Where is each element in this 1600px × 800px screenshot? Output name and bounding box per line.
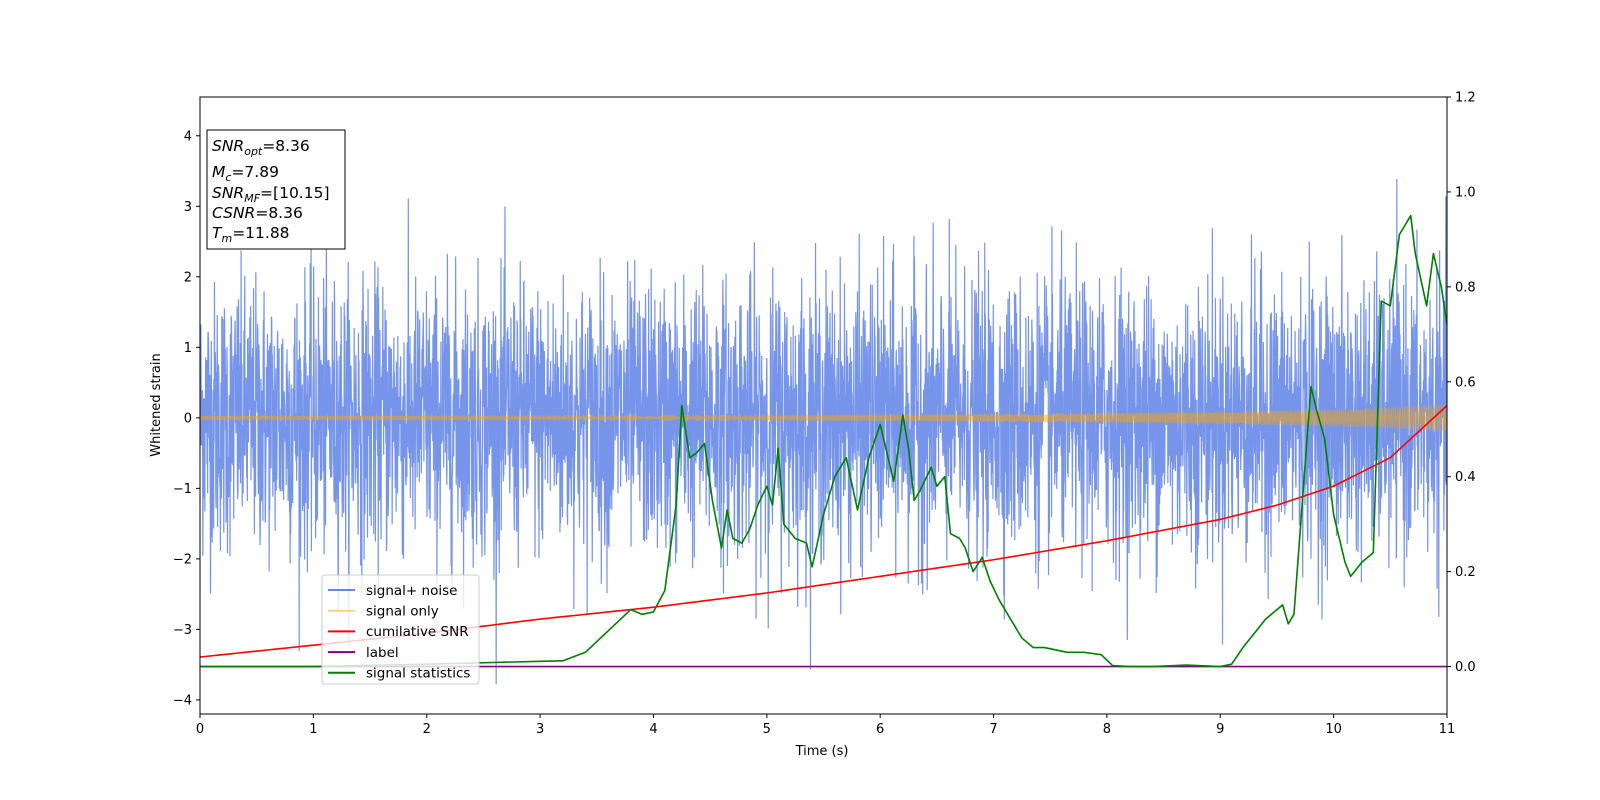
legend-entry-label: signal only (366, 604, 439, 620)
series-signal-only-line (200, 404, 1447, 432)
x-axis: 0 1 2 3 4 5 6 7 8 9 10 11 (196, 714, 1455, 737)
x-tick-label: 10 (1325, 722, 1342, 737)
x-tick-label: 1 (309, 722, 317, 737)
y-tick-label: −4 (173, 693, 192, 708)
y-tick-label: 4 (184, 129, 192, 144)
info-box-frame (206, 129, 346, 250)
legend-entry-label: label (366, 645, 399, 661)
mc-text: Mc=7.89 (212, 163, 279, 184)
x-tick-label: 0 (196, 722, 204, 737)
info-box: SNRopt=8.36 Mc=7.89 SNRMF=[10.15] CSNR=8… (206, 129, 346, 250)
y-tick-label: −3 (173, 623, 192, 638)
x-tick-label: 6 (876, 722, 884, 737)
y-tick-label: 0 (184, 411, 192, 426)
y-right-tick-label: 0.4 (1455, 470, 1476, 485)
y-tick-label: −2 (173, 552, 192, 567)
x-tick-label: 4 (649, 722, 657, 737)
snr-opt-text: SNRopt=8.36 (212, 137, 310, 158)
y-tick-label: −1 (173, 482, 192, 497)
x-tick-label: 3 (536, 722, 544, 737)
legend-entry-label: signal statistics (366, 666, 470, 682)
y-right-tick-label: 1.0 (1455, 185, 1476, 200)
x-tick-label: 8 (1103, 722, 1111, 737)
snr-mf-text: SNRMF=[10.15] (212, 184, 330, 205)
legend: signal+ noise signal only cumilative SNR la… (321, 574, 480, 685)
x-tick-label: 9 (1216, 722, 1224, 737)
y-right-tick-label: 1.2 (1455, 91, 1476, 106)
y-right-tick-label: 0.8 (1455, 280, 1476, 295)
x-tick-label: 5 (763, 722, 771, 737)
y-axis-left: −4 −3 −2 −1 0 1 2 3 4 (173, 129, 200, 708)
y-right-tick-label: 0.6 (1455, 375, 1476, 390)
csnr-text: CSNR=8.36 (212, 204, 303, 222)
tm-text: Tm=11.88 (212, 224, 290, 245)
legend-entry-label: cumilative SNR (366, 624, 469, 640)
y-axis-right: 0.0 0.2 0.4 0.6 0.8 1.0 1.2 (1447, 91, 1476, 675)
series-signal-statistics-line (200, 214, 1447, 668)
y-tick-label: 3 (184, 200, 192, 215)
y-right-tick-label: 0.0 (1455, 660, 1476, 675)
y-axis-label: Whitened strain (149, 353, 164, 456)
x-axis-label: Time (s) (795, 744, 849, 759)
y-tick-label: 1 (184, 341, 192, 356)
y-right-tick-label: 0.2 (1455, 565, 1476, 580)
x-tick-label: 11 (1439, 722, 1456, 737)
y-tick-label: 2 (184, 270, 192, 285)
legend-frame (321, 574, 480, 685)
legend-entry-label: signal+ noise (366, 583, 457, 599)
plot-frame (199, 96, 1448, 715)
x-tick-label: 2 (423, 722, 431, 737)
x-tick-label: 7 (989, 722, 997, 737)
